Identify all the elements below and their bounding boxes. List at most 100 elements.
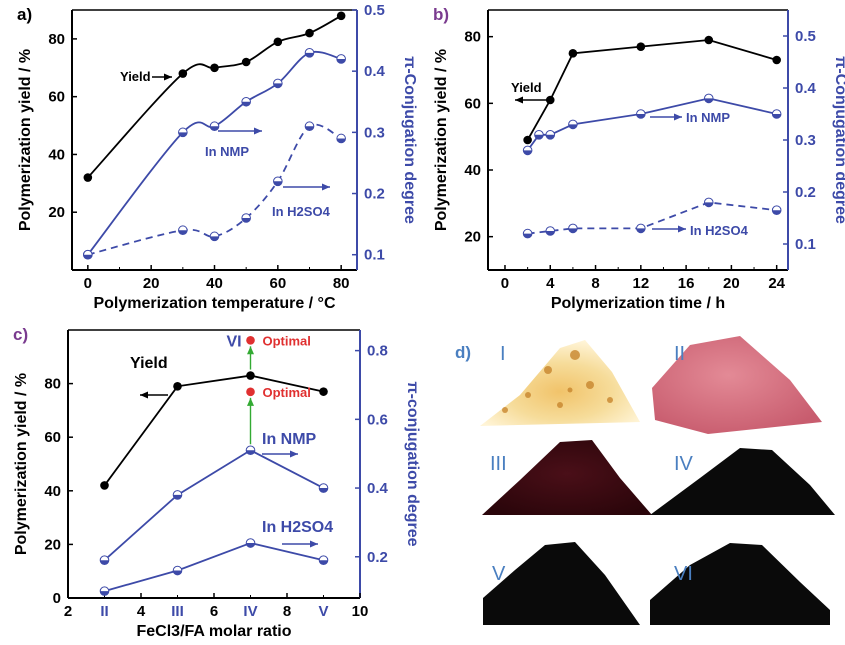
y-tick-label: 20	[44, 536, 61, 553]
series-in-nmp-point	[336, 54, 346, 64]
y2-tick-label: 0.8	[367, 343, 388, 360]
y-tick-label: 80	[48, 31, 65, 48]
annotation-in-h2so4: In H2SO4	[690, 223, 749, 238]
arrow-yield-head	[515, 96, 523, 104]
y-tick-label: 20	[464, 229, 481, 246]
series-in-nmp-point-fill	[100, 560, 109, 565]
series-yield-point	[545, 95, 555, 105]
series-in-h2so4-point-fill	[636, 228, 646, 233]
series-in-nmp-point-fill	[523, 150, 532, 155]
arrow-in-h2so4-head	[678, 225, 686, 233]
series-in-h2so4-point-fill	[246, 543, 255, 548]
optimal-point	[246, 387, 255, 397]
sample-photo-v: V	[483, 542, 640, 625]
series-in-nmp-point-fill	[246, 450, 255, 455]
green-arrow-upper-head	[247, 346, 254, 355]
sample-label-v: V	[492, 563, 506, 585]
powder-pile-ii	[652, 336, 822, 434]
series-yield-point	[178, 69, 188, 78]
panel-a: a) 0 20 40 60 80 20 40 60 80 0.1 0.2 0.3 0.4 0.5 Polyme…	[17, 2, 418, 312]
optimal-tag: VI	[227, 333, 242, 350]
series-in-nmp-point-fill	[704, 98, 714, 103]
series-in-nmp-point	[241, 96, 251, 107]
roman-tick-label: V	[318, 603, 328, 620]
x-axis-title: Polymerization temperature / °C	[93, 295, 335, 312]
y-axis-title: Polymerization yield / %	[17, 49, 34, 231]
arrow-in-h2so4	[652, 225, 686, 233]
series-in-h2so4-point-fill	[772, 210, 781, 215]
series-in-nmp-point-fill	[241, 101, 251, 107]
series-in-h2so4-line	[104, 542, 324, 592]
series-yield-point	[772, 55, 781, 65]
series-in-nmp-point	[545, 130, 556, 140]
series-yield-point	[83, 173, 93, 182]
series-in-nmp-point-fill	[336, 58, 346, 64]
y2-tick-label: 0.1	[364, 247, 385, 264]
series-in-nmp-point-fill	[545, 134, 555, 140]
panel-letter: b)	[433, 5, 449, 24]
sample-photo-iii: III	[482, 440, 652, 515]
optimal-label: Optimal	[263, 385, 311, 400]
y2-tick-label: 0.2	[367, 549, 388, 566]
y2-axis-title: π-Conjugation degree	[832, 56, 845, 224]
x-tick-label: 0	[84, 275, 92, 292]
series-in-h2so4-point	[99, 586, 110, 596]
arrow-yield-head	[164, 73, 172, 81]
series-in-h2so4-point	[318, 555, 329, 566]
y2-tick-label: 0.2	[364, 186, 385, 203]
x-tick-label: 20	[143, 275, 160, 292]
annotation-in-nmp: In NMP	[686, 110, 730, 125]
sample-label-iv: IV	[674, 453, 694, 475]
series-in-nmp-point	[178, 127, 188, 138]
series-in-h2so4-point	[336, 133, 346, 144]
series-in-nmp-point-fill	[305, 52, 314, 58]
series-yield-point	[273, 37, 283, 47]
y-tick-label: 20	[48, 204, 65, 221]
annotation-yield: Yield	[511, 80, 542, 95]
y2-tick-label: 0.4	[795, 80, 817, 97]
series-in-nmp-point-fill	[636, 114, 646, 119]
arrow-in-nmp	[262, 450, 298, 458]
series-yield-point	[523, 135, 532, 145]
y2-tick-label: 0.1	[795, 236, 816, 253]
series-in-nmp-point-fill	[178, 132, 188, 137]
powder-pile-v	[483, 542, 640, 625]
y2-tick-label: 0.5	[364, 2, 385, 19]
series-yield-point	[636, 42, 646, 51]
series-in-h2so4-point-fill	[523, 233, 532, 238]
y2-tick-label: 0.4	[364, 63, 386, 80]
series-yield-point	[246, 371, 255, 380]
y2-tick-label: 0.5	[795, 28, 816, 45]
arrow-yield	[515, 96, 548, 104]
series-in-h2so4-point	[178, 225, 188, 236]
annotation-in-nmp: In NMP	[262, 431, 317, 448]
x-tick-label: 20	[723, 275, 740, 292]
series-in-h2so4-point	[245, 538, 256, 548]
series-in-nmp-point	[534, 130, 544, 140]
series-yield-point	[173, 381, 182, 391]
annotation-in-h2so4: In H2SO4	[272, 204, 331, 219]
series-in-h2so4-point	[241, 213, 251, 223]
arrow-yield	[140, 391, 168, 399]
series-in-nmp-point	[771, 109, 782, 119]
panel-d-letter: d)	[455, 343, 471, 362]
green-arrow-lower-head	[247, 397, 254, 406]
series-in-h2so4-point-fill	[173, 570, 182, 575]
powder-pile-vi	[650, 543, 830, 625]
x-tick-label: 2	[64, 603, 72, 620]
series-in-nmp-point	[245, 445, 256, 456]
y-tick-label: 60	[48, 89, 65, 106]
series-in-nmp-point-fill	[772, 114, 781, 119]
series-in-h2so4-point-fill	[336, 138, 346, 143]
arrow-yield	[152, 73, 172, 81]
y-axis-title: Polymerization yield / %	[433, 49, 450, 231]
annotation-yield: Yield	[130, 355, 168, 372]
arrow-in-nmp	[218, 127, 262, 135]
series-in-nmp-point	[522, 145, 533, 156]
series-in-h2so4-point-fill	[305, 126, 314, 131]
series-in-h2so4-point	[209, 231, 220, 242]
series-in-h2so4-point	[522, 228, 533, 239]
arrow-yield-head	[140, 391, 148, 399]
panel-b: b) 0 4 8 12 16 20 24 20 40 60 80 0.1 0.2 0.3 0.4 0.5 Poly…	[433, 5, 845, 312]
